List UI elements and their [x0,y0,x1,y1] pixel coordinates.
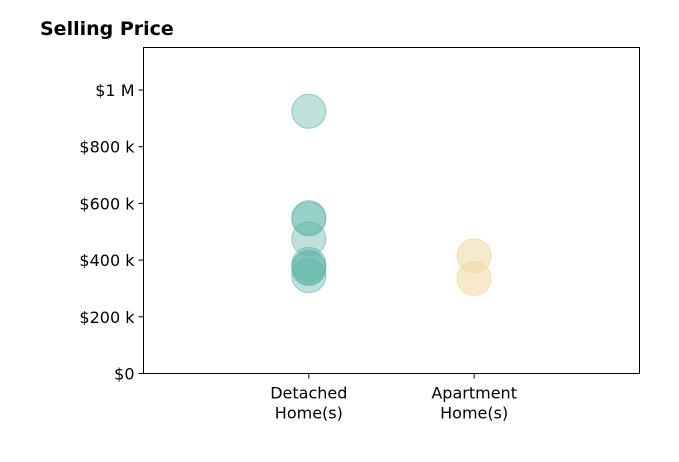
data-point [291,221,327,257]
points-layer [291,93,492,297]
y-tick-label: $0 [114,365,134,384]
data-point [291,258,327,294]
data-point [291,251,327,287]
y-tick-label: $1 M [95,81,134,100]
x-tick-label: Home(s) [275,404,343,423]
data-point [456,261,492,297]
x-tick-label: Apartment [431,384,517,403]
y-tick-label: $200 k [79,308,135,327]
y-tick-label: $600 k [79,194,135,213]
data-point [291,93,327,129]
data-point [291,201,327,237]
y-tick-label: $800 k [79,138,135,157]
x-tick-label: Detached [270,384,347,403]
chart-title: Selling Price [40,18,174,40]
y-tick-label: $400 k [79,251,135,270]
plot-frame [143,47,640,374]
y-axis: $0 $200 k $400 k $600 k $800 k $1 M [79,81,144,384]
x-tick-label: Home(s) [440,404,508,423]
